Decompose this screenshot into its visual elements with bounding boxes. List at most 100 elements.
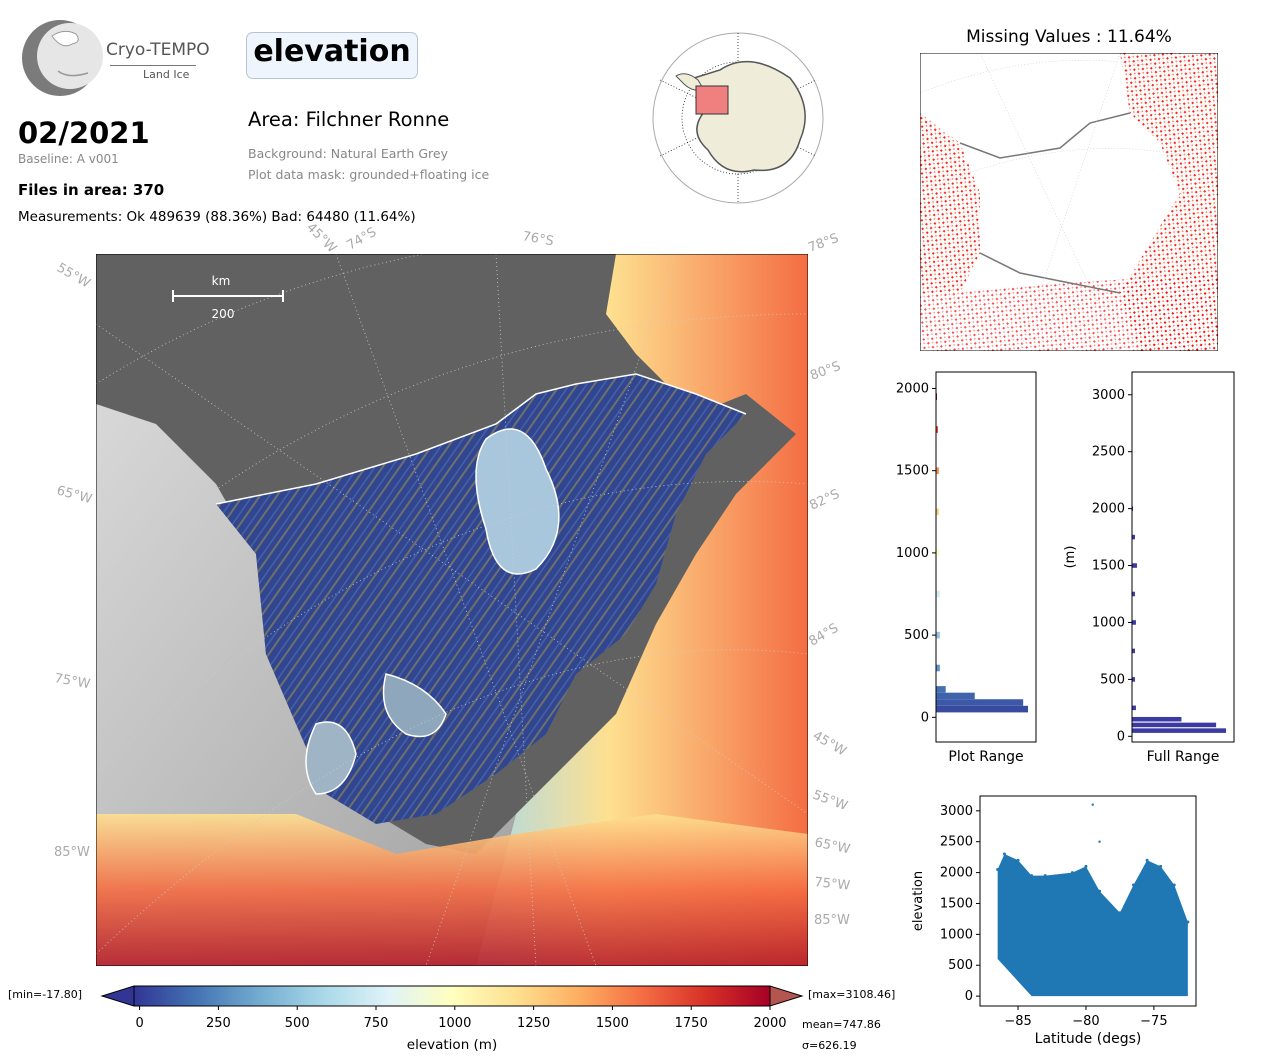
lon-label: 85°W xyxy=(54,845,90,860)
colorbar-sigma-label: σ=626.19 xyxy=(802,1039,857,1052)
area-title: Area: Filchner Ronne xyxy=(248,108,450,131)
y-tick-label: 1500 xyxy=(940,896,973,911)
colorbar-gradient xyxy=(133,985,771,1007)
lat-label: 78°S xyxy=(806,231,841,256)
colorbar-tick-label: 0 xyxy=(135,1016,143,1031)
scatter-point xyxy=(1145,858,1149,862)
histogram-bar xyxy=(1132,716,1182,722)
scale-label: km xyxy=(212,274,231,288)
y-tick-label: 1000 xyxy=(896,546,929,561)
scatter-point xyxy=(1159,864,1163,868)
lon-label: 45°W xyxy=(810,728,849,759)
scatter-point xyxy=(1186,920,1190,924)
lon-label: 75°W xyxy=(53,671,91,692)
berkner-island xyxy=(475,428,560,575)
lon-label: 65°W xyxy=(813,835,851,857)
korff-ice-rise xyxy=(305,721,357,795)
histogram-bar xyxy=(936,467,939,474)
colorbar-tick-label: 1750 xyxy=(675,1016,708,1031)
lat-label: 82°S xyxy=(807,487,842,514)
y-tick-label: 500 xyxy=(948,958,973,973)
colorbar-tick-label: 750 xyxy=(364,1016,389,1031)
lat-label: 80°S xyxy=(808,359,843,384)
x-tick-label: −85 xyxy=(1004,1014,1031,1029)
lat-label: 76°S xyxy=(521,229,554,249)
scale-value: 200 xyxy=(212,307,235,321)
histogram-bar xyxy=(1132,620,1136,625)
x-axis-label: Latitude (degs) xyxy=(1035,1031,1142,1047)
y-tick-label: 3000 xyxy=(1092,388,1125,403)
y-tick-label: 0 xyxy=(1117,729,1125,744)
full-range-histogram: 0 500 1000 1500 2000 2500 3000 Full Range (m) xyxy=(1063,371,1235,765)
colorbar-tick-label: 2000 xyxy=(753,1016,786,1031)
colorbar-tick-label: 250 xyxy=(206,1016,231,1031)
scatter-point xyxy=(1098,889,1102,893)
x-axis-label: Plot Range xyxy=(948,749,1023,765)
missing-values-title: Missing Values : 11.64% xyxy=(966,27,1172,47)
lat-label: 74°S xyxy=(345,225,380,254)
graticule xyxy=(96,254,808,966)
colorbar-min-label: [min=-17.80] xyxy=(8,988,82,1001)
y-tick-label: 2000 xyxy=(1092,502,1125,517)
y-tick-label: 500 xyxy=(1100,672,1125,687)
missing-coastline xyxy=(959,112,1131,294)
colorbar-max-label: [max=3108.46] xyxy=(808,988,895,1001)
histogram-bar xyxy=(1132,728,1226,733)
colorbar-tick-label: 1000 xyxy=(438,1016,471,1031)
colorbar-min-extend xyxy=(100,985,135,1007)
histogram-bar xyxy=(936,508,939,516)
histogram-bar xyxy=(936,705,1028,713)
colorbar-tick-label: 1500 xyxy=(596,1016,629,1031)
y-tick-label: 1500 xyxy=(1092,559,1125,574)
date-label: 02/2021 xyxy=(18,116,150,150)
histogram-bar xyxy=(1132,591,1135,597)
scatter-point xyxy=(1070,871,1074,875)
y-tick-label: 2500 xyxy=(1092,445,1125,460)
colorbar-tick-label: 1250 xyxy=(517,1016,550,1031)
histogram-bar xyxy=(936,631,940,639)
y-tick-label: 2500 xyxy=(940,835,973,850)
x-tick-label: −75 xyxy=(1140,1014,1167,1029)
histogram-bar xyxy=(936,692,975,700)
histogram-bar xyxy=(936,549,939,557)
southern-highlands xyxy=(96,814,808,966)
elevation-latitude-scatter: 0 500 1000 1500 2000 2500 3000 −85 −80 −75 Latitud… xyxy=(911,795,1197,1047)
scatter-point xyxy=(1084,864,1088,868)
logo-divider xyxy=(110,65,196,66)
colorbar-tick-label: 500 xyxy=(285,1016,310,1031)
henry-ice-rise xyxy=(382,673,447,738)
region-highlight xyxy=(695,85,729,115)
y-tick-label: 1500 xyxy=(896,464,929,479)
histogram-bar xyxy=(936,664,940,672)
axes-frame xyxy=(1131,371,1235,743)
y-tick-label: 0 xyxy=(921,710,929,725)
colorbar-mean-label: mean=747.86 xyxy=(802,1018,881,1031)
y-tick-label: 1000 xyxy=(940,927,973,942)
y-tick-label: 2000 xyxy=(896,381,929,396)
scatter-point xyxy=(1043,874,1047,878)
x-axis-label: Full Range xyxy=(1147,749,1220,765)
scatter-point xyxy=(1016,858,1020,862)
scatter-point xyxy=(1172,883,1176,887)
scatter-point xyxy=(1030,874,1034,878)
lat-label: 84°S xyxy=(807,621,842,650)
logo-subtitle: Land Ice xyxy=(143,68,190,81)
histogram-bar xyxy=(1132,705,1136,711)
axes-frame xyxy=(979,795,1197,1007)
histogram-bar xyxy=(936,590,940,598)
scatter-point xyxy=(1132,883,1136,887)
histogram-bar xyxy=(936,686,946,693)
missing-values-map xyxy=(920,53,1218,351)
lon-label: 65°W xyxy=(55,483,94,507)
scatter-point xyxy=(1118,911,1122,915)
colorbar-label: elevation (m) xyxy=(407,1037,497,1053)
plot-range-histogram: 0 500 1000 1500 2000 Plot Range xyxy=(896,371,1037,765)
scale-bar xyxy=(172,290,284,302)
measurements-summary: Measurements: Ok 489639 (88.36%) Bad: 64… xyxy=(18,209,416,225)
scatter-point xyxy=(1002,852,1006,856)
variable-badge xyxy=(246,32,418,79)
colorbar-max-extend xyxy=(769,985,804,1007)
scatter-outlier xyxy=(1091,803,1094,806)
y-axis-label: (m) xyxy=(1063,546,1078,569)
